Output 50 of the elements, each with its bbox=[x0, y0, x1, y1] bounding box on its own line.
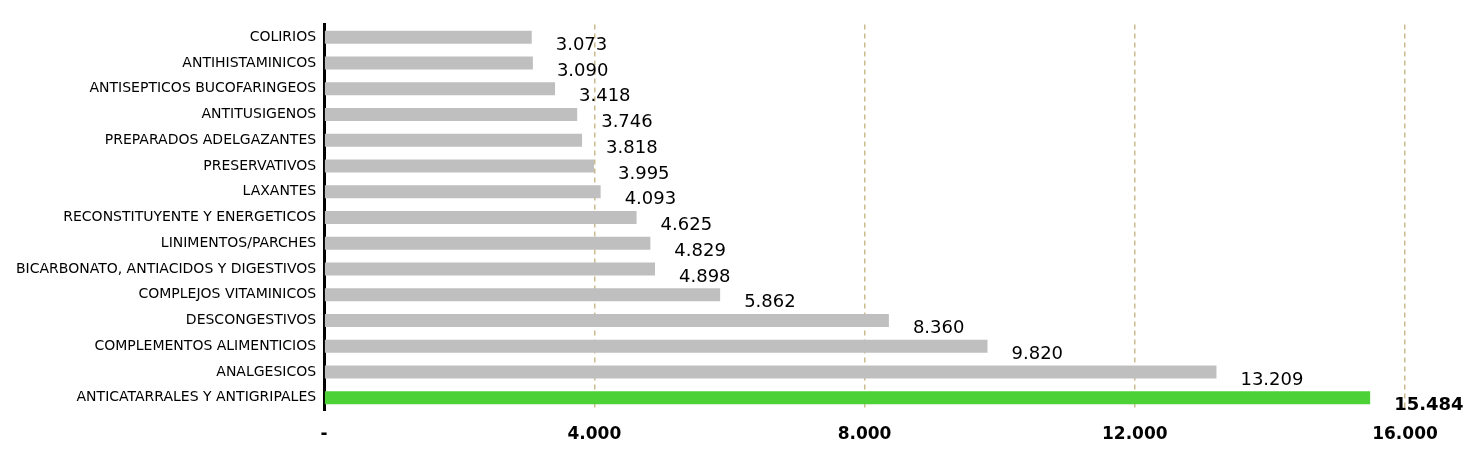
y-tick-label: RECONSTITUYENTE Y ENERGETICOS bbox=[63, 208, 317, 225]
bar bbox=[324, 314, 889, 327]
bar bbox=[324, 133, 583, 147]
x-tick-label: 4.000 bbox=[567, 423, 622, 444]
y-tick-label: LAXANTES bbox=[242, 182, 317, 199]
data-label: 3.418 bbox=[579, 84, 631, 106]
x-tick-label: 16.000 bbox=[1372, 423, 1438, 444]
y-tick-label: ANALGESICOS bbox=[216, 362, 317, 379]
y-tick-label: COLIRIOS bbox=[249, 27, 317, 44]
y-tick-label: ANTIHISTAMINICOS bbox=[182, 53, 317, 70]
x-tick-label: 12.000 bbox=[1101, 423, 1168, 444]
y-tick-label: COMPLEMENTOS ALIMENTICIOS bbox=[94, 336, 317, 353]
bar bbox=[324, 236, 651, 250]
y-tick-label: PREPARADOS ADELGAZANTES bbox=[104, 130, 317, 147]
bar bbox=[324, 56, 533, 70]
y-tick-label: ANTICATARRALES Y ANTIGRIPALES bbox=[76, 388, 317, 405]
data-label: 3.995 bbox=[618, 161, 670, 183]
bar bbox=[324, 262, 656, 276]
x-tick-label: 8.000 bbox=[837, 423, 892, 444]
y-tick-label: PRESERVATIVOS bbox=[203, 156, 317, 173]
data-label: 13.209 bbox=[1240, 367, 1304, 389]
data-label: 9.820 bbox=[1011, 341, 1064, 363]
bar bbox=[324, 30, 532, 44]
data-label: 4.829 bbox=[674, 238, 726, 260]
data-label: 5.862 bbox=[744, 290, 796, 312]
bar bbox=[324, 82, 556, 96]
y-tick-label: ANTITUSIGENOS bbox=[201, 105, 317, 122]
data-label: 4.093 bbox=[624, 187, 677, 209]
y-tick-label: BICARBONATO, ANTIACIDOS Y DIGESTIVOS bbox=[16, 259, 317, 276]
x-tick-label: - bbox=[320, 423, 328, 444]
y-tick-label: ANTISEPTICOS BUCOFARINGEOS bbox=[89, 79, 317, 96]
data-label: 15.484 bbox=[1394, 393, 1464, 415]
y-tick-label: LINIMENTOS/PARCHES bbox=[160, 233, 317, 250]
data-label: 3.746 bbox=[601, 110, 653, 132]
data-label: 3.073 bbox=[555, 32, 608, 54]
data-label: 4.625 bbox=[660, 213, 713, 235]
bar bbox=[324, 391, 1371, 405]
bar bbox=[324, 288, 721, 302]
data-label: 8.360 bbox=[912, 316, 965, 338]
bar bbox=[324, 159, 595, 173]
data-label: 4.898 bbox=[679, 264, 731, 286]
y-tick-label: DESCONGESTIVOS bbox=[185, 311, 317, 328]
data-label: 3.090 bbox=[556, 58, 609, 80]
bar bbox=[324, 211, 637, 224]
bar bbox=[324, 185, 601, 199]
data-label: 3.818 bbox=[606, 135, 658, 157]
bar bbox=[324, 108, 578, 121]
bar bbox=[324, 365, 1217, 379]
bar bbox=[324, 339, 988, 353]
y-tick-label: COMPLEJOS VITAMINICOS bbox=[138, 285, 317, 302]
